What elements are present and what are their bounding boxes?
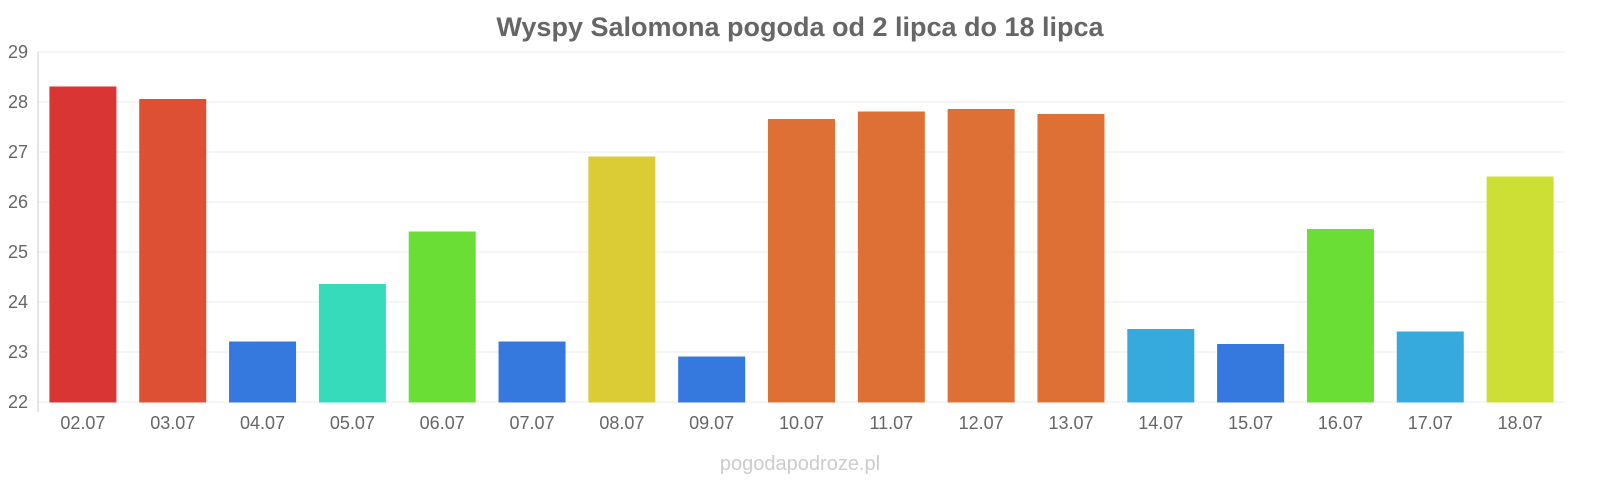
bar-17.07 — [1396, 331, 1464, 403]
bar-11.07 — [857, 111, 925, 403]
bar-06.07 — [408, 231, 476, 403]
bars — [49, 86, 1554, 403]
y-tick-label: 27 — [8, 142, 28, 162]
bar-02.07 — [49, 86, 117, 403]
x-tick-label: 06.07 — [420, 413, 465, 433]
x-tick-label: 18.07 — [1498, 413, 1543, 433]
bar-09.07 — [678, 356, 746, 403]
x-axis-tick-labels: 02.07 03.07 04.07 05.07 06.07 07.07 08.07 09.07… — [60, 413, 1542, 433]
bar-04.07 — [229, 341, 297, 403]
x-tick-label: 09.07 — [689, 413, 734, 433]
watermark-text: pogodapodroze.pl — [720, 453, 880, 475]
x-tick-label: 03.07 — [150, 413, 195, 433]
y-tick-label: 23 — [8, 342, 28, 362]
x-tick-label: 13.07 — [1048, 413, 1093, 433]
bar-13.07 — [1037, 114, 1105, 403]
x-tick-label: 12.07 — [959, 413, 1004, 433]
x-tick-label: 04.07 — [240, 413, 285, 433]
bar-10.07 — [768, 119, 835, 403]
x-tick-label: 15.07 — [1228, 413, 1273, 433]
chart-title: Wyspy Salomona pogoda od 2 lipca do 18 l… — [496, 12, 1104, 42]
bar-08.07 — [588, 156, 656, 403]
x-tick-label: 14.07 — [1138, 413, 1183, 433]
y-tick-label: 26 — [8, 192, 28, 212]
x-tick-label: 05.07 — [330, 413, 375, 433]
bar-18.07 — [1486, 176, 1554, 403]
bar-03.07 — [139, 99, 207, 403]
bar-16.07 — [1306, 229, 1374, 403]
x-tick-label: 16.07 — [1318, 413, 1363, 433]
y-axis-tick-labels: 22 23 24 25 26 27 28 29 — [8, 42, 28, 412]
bar-12.07 — [947, 109, 1015, 403]
bar-05.07 — [318, 284, 386, 403]
x-tick-label: 17.07 — [1408, 413, 1453, 433]
y-tick-label: 24 — [8, 292, 28, 312]
x-tick-label: 08.07 — [599, 413, 644, 433]
x-tick-label: 02.07 — [60, 413, 105, 433]
x-tick-label: 07.07 — [510, 413, 555, 433]
x-tick-label: 10.07 — [779, 413, 824, 433]
bar-15.07 — [1217, 344, 1285, 403]
y-tick-label: 28 — [8, 92, 28, 112]
bar-07.07 — [498, 341, 566, 403]
y-tick-label: 29 — [8, 42, 28, 62]
y-tick-label: 25 — [8, 242, 28, 262]
y-tick-label: 22 — [8, 392, 28, 412]
x-tick-label: 11.07 — [869, 413, 913, 433]
bar-14.07 — [1127, 329, 1195, 403]
